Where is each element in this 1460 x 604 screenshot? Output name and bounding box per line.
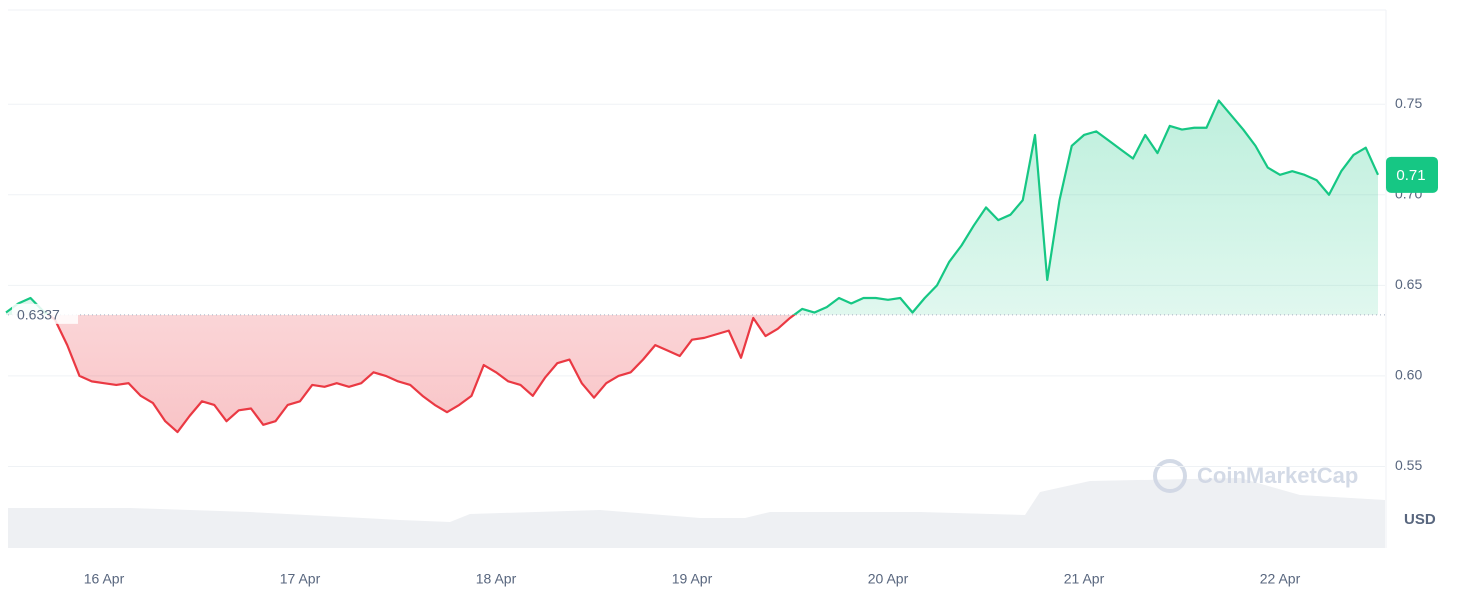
unit-label: USD	[1404, 511, 1436, 528]
x-tick-label: 19 Apr	[672, 571, 713, 587]
volume-area	[8, 478, 1385, 548]
y-tick-label: 0.65	[1395, 276, 1422, 292]
reference-label-bg	[12, 303, 78, 324]
x-tick-label: 16 Apr	[84, 571, 125, 587]
y-tick-label: 0.55	[1395, 457, 1422, 473]
price-line-down	[46, 314, 797, 434]
area-up	[6, 100, 1378, 315]
x-tick-label: 18 Apr	[476, 571, 517, 587]
current-price-label: 0.71	[1396, 167, 1425, 184]
watermark-logo	[1153, 459, 1187, 493]
x-tick-label: 21 Apr	[1064, 571, 1105, 587]
area-down	[6, 314, 1378, 433]
x-tick-label: 20 Apr	[868, 571, 909, 587]
x-tick-label: 17 Apr	[280, 571, 321, 587]
y-tick-label: 0.60	[1395, 367, 1422, 383]
y-tick-label: 0.75	[1395, 95, 1422, 111]
x-tick-label: 22 Apr	[1260, 571, 1301, 587]
current-price-badge	[1386, 156, 1438, 193]
reference-label: 0.6337	[17, 307, 60, 323]
price-line-up	[5, 99, 1380, 315]
